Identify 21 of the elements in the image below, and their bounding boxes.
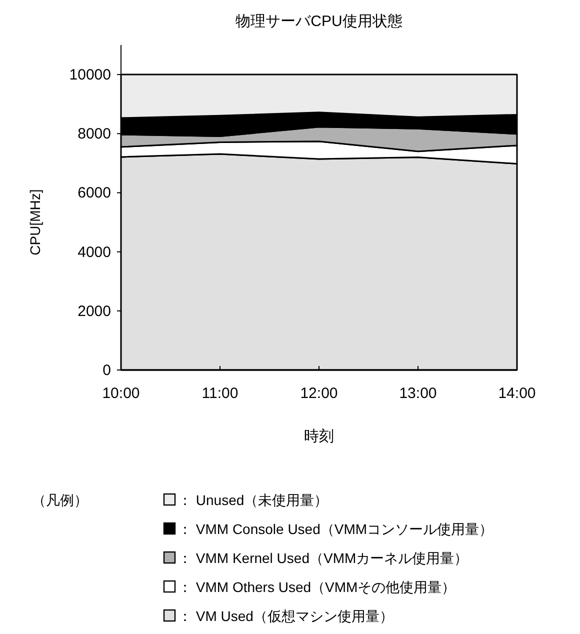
legend: （凡例） ： Unused（未使用量） ： VMM Console Used（VMMコンソール使用量） ： VMM Kernel Used（VMMカーネル使用量） ： VMM Others Used（VMMその他使用量） ： VM Used（仮想マシン使用量） xyxy=(32,492,494,624)
legend-label: ： VM Used（仮想マシン使用量） xyxy=(178,608,394,624)
y-tick-label: 2000 xyxy=(78,302,111,320)
x-tick-label: 12:00 xyxy=(300,385,338,402)
legend-label: ： VMM Others Used（VMMその他使用量） xyxy=(178,579,456,595)
y-axis-title: CPU[MHz] xyxy=(27,189,43,256)
legend-label: ： VMM Kernel Used（VMMカーネル使用量） xyxy=(178,550,468,566)
legend-title: （凡例） xyxy=(32,492,88,508)
y-tick-label: 4000 xyxy=(78,244,111,261)
y-tick-label: 0 xyxy=(102,362,111,379)
legend-label: ： VMM Console Used（VMMコンソール使用量） xyxy=(178,521,494,537)
x-tick-label: 14:00 xyxy=(498,385,536,402)
x-axis-title: 時刻 xyxy=(304,428,334,445)
x-tick-label: 10:00 xyxy=(102,385,140,402)
y-tick-label: 6000 xyxy=(78,184,111,202)
y-tick-label: 10000 xyxy=(69,66,111,84)
chart-title: 物理サーバCPU使用状態 xyxy=(236,13,402,30)
legend-label: ： Unused（未使用量） xyxy=(178,492,328,508)
x-tick-label: 13:00 xyxy=(399,385,437,402)
x-tick-label: 11:00 xyxy=(202,385,238,402)
y-tick-label: 8000 xyxy=(78,126,111,143)
